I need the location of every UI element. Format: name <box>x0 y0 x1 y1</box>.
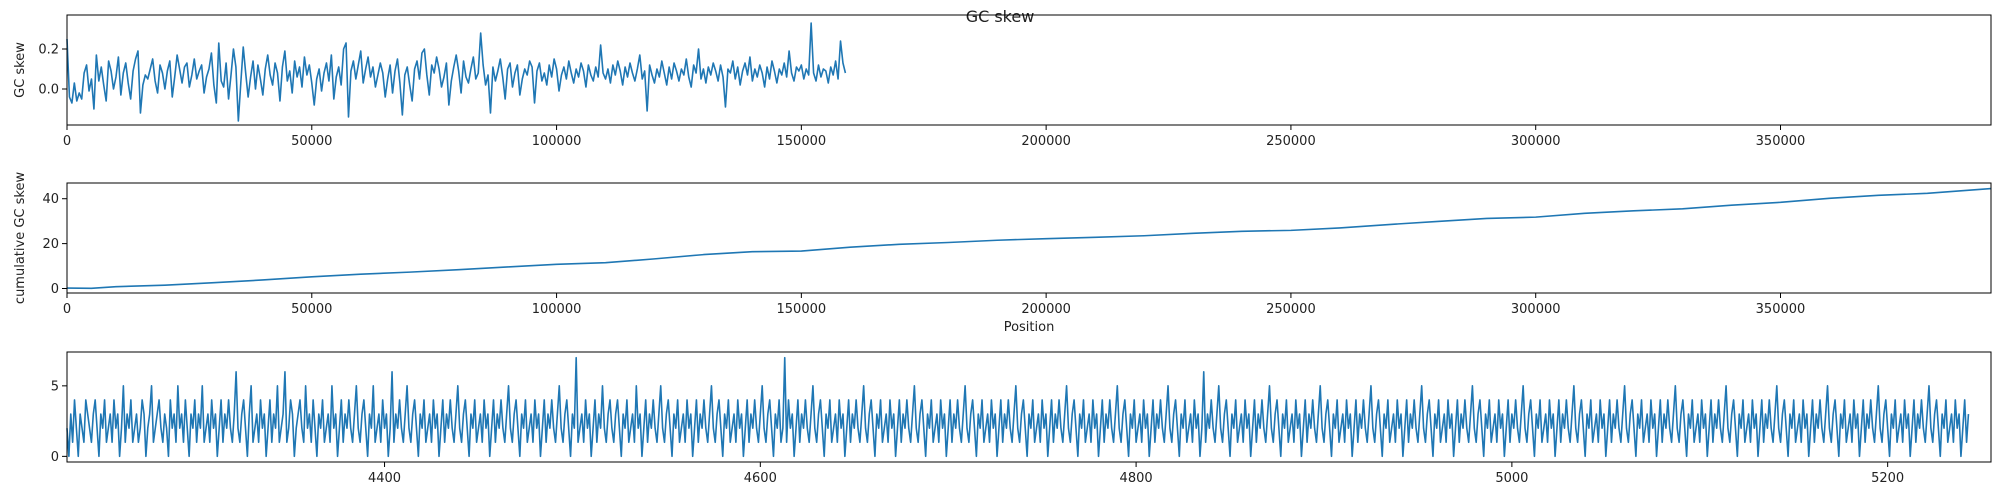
figure-title: GC skew <box>966 7 1035 26</box>
gc-skew-series-line <box>66 22 847 122</box>
gc-skew-y-tick-label: 0.2 <box>38 43 59 58</box>
zoom-x-tick-label: 4400 <box>368 471 401 486</box>
cumulative-y-tick-label: 20 <box>42 237 59 252</box>
gc-skew-x-tick-label: 150000 <box>777 134 827 149</box>
cumulative-y-axis: 0 20 40 <box>42 192 67 297</box>
gc-skew-x-tick-label: 50000 <box>291 134 332 149</box>
zoom-y-tick-label: 5 <box>51 379 59 394</box>
cumulative-x-axis: 0 50000 100000 150000 200000 250000 300000 3500… <box>63 293 1805 317</box>
cumulative-x-tick-label: 200000 <box>1021 302 1071 317</box>
zoom-x-tick-label: 5000 <box>1495 471 1528 486</box>
gc-skew-x-tick-label: 200000 <box>1021 134 1071 149</box>
cumulative-x-tick-label: 150000 <box>777 302 827 317</box>
gc-skew-x-tick-label: 300000 <box>1511 134 1561 149</box>
gc-skew-plot-area <box>66 14 1992 126</box>
gc-skew-panel: 0 50000 100000 150000 200000 250000 300000 3500… <box>13 14 1992 149</box>
cumulative-x-tick-label: 300000 <box>1511 302 1561 317</box>
cumulative-x-tick-label: 350000 <box>1756 302 1806 317</box>
zoom-y-axis: 05 <box>51 379 67 465</box>
cumulative-axes-frame <box>66 182 1992 294</box>
cumulative-x-tick-label: 100000 <box>532 302 582 317</box>
zoom-x-tick-label: 5200 <box>1871 471 1904 486</box>
zoom-x-axis: 4400 4600 4800 5000 5200 <box>368 462 1904 486</box>
zoom-y-tick-label: 0 <box>51 450 59 465</box>
zoom-panel: 4400 4600 4800 5000 5200 05 <box>51 351 1992 486</box>
gc-skew-x-tick-label: 250000 <box>1266 134 1316 149</box>
cumulative-y-label: cumulative GC skew <box>13 172 28 305</box>
cumulative-x-label: Position <box>1004 320 1055 335</box>
cumulative-x-tick-label: 0 <box>63 302 71 317</box>
gc-skew-y-axis: 0.0 0.2 <box>38 43 67 98</box>
zoom-axes-frame <box>66 351 1992 463</box>
cumulative-plot-area <box>66 182 1992 294</box>
cumulative-y-tick-label: 40 <box>42 192 59 207</box>
zoom-x-tick-label: 4800 <box>1120 471 1153 486</box>
cumulative-x-tick-label: 250000 <box>1266 302 1316 317</box>
gc-skew-x-tick-label: 350000 <box>1756 134 1806 149</box>
gc-skew-x-axis: 0 50000 100000 150000 200000 250000 300000 3500… <box>63 125 1805 149</box>
cumulative-y-tick-label: 0 <box>51 282 59 297</box>
zoom-x-tick-label: 4600 <box>744 471 777 486</box>
cumulative-gc-skew-panel: 0 50000 100000 150000 200000 250000 300000 3500… <box>13 172 1992 335</box>
gc-skew-axes-frame <box>66 14 1992 126</box>
gc-skew-y-tick-label: 0.0 <box>38 83 59 98</box>
zoom-plot-area <box>66 351 1992 463</box>
cumulative-series-line <box>66 187 1992 290</box>
gc-skew-x-tick-label: 100000 <box>532 134 582 149</box>
cumulative-x-tick-label: 50000 <box>291 302 332 317</box>
zoom-series-line <box>66 356 1970 458</box>
gc-skew-y-label: GC skew <box>13 42 28 98</box>
gc-skew-x-tick-label: 0 <box>63 134 71 149</box>
